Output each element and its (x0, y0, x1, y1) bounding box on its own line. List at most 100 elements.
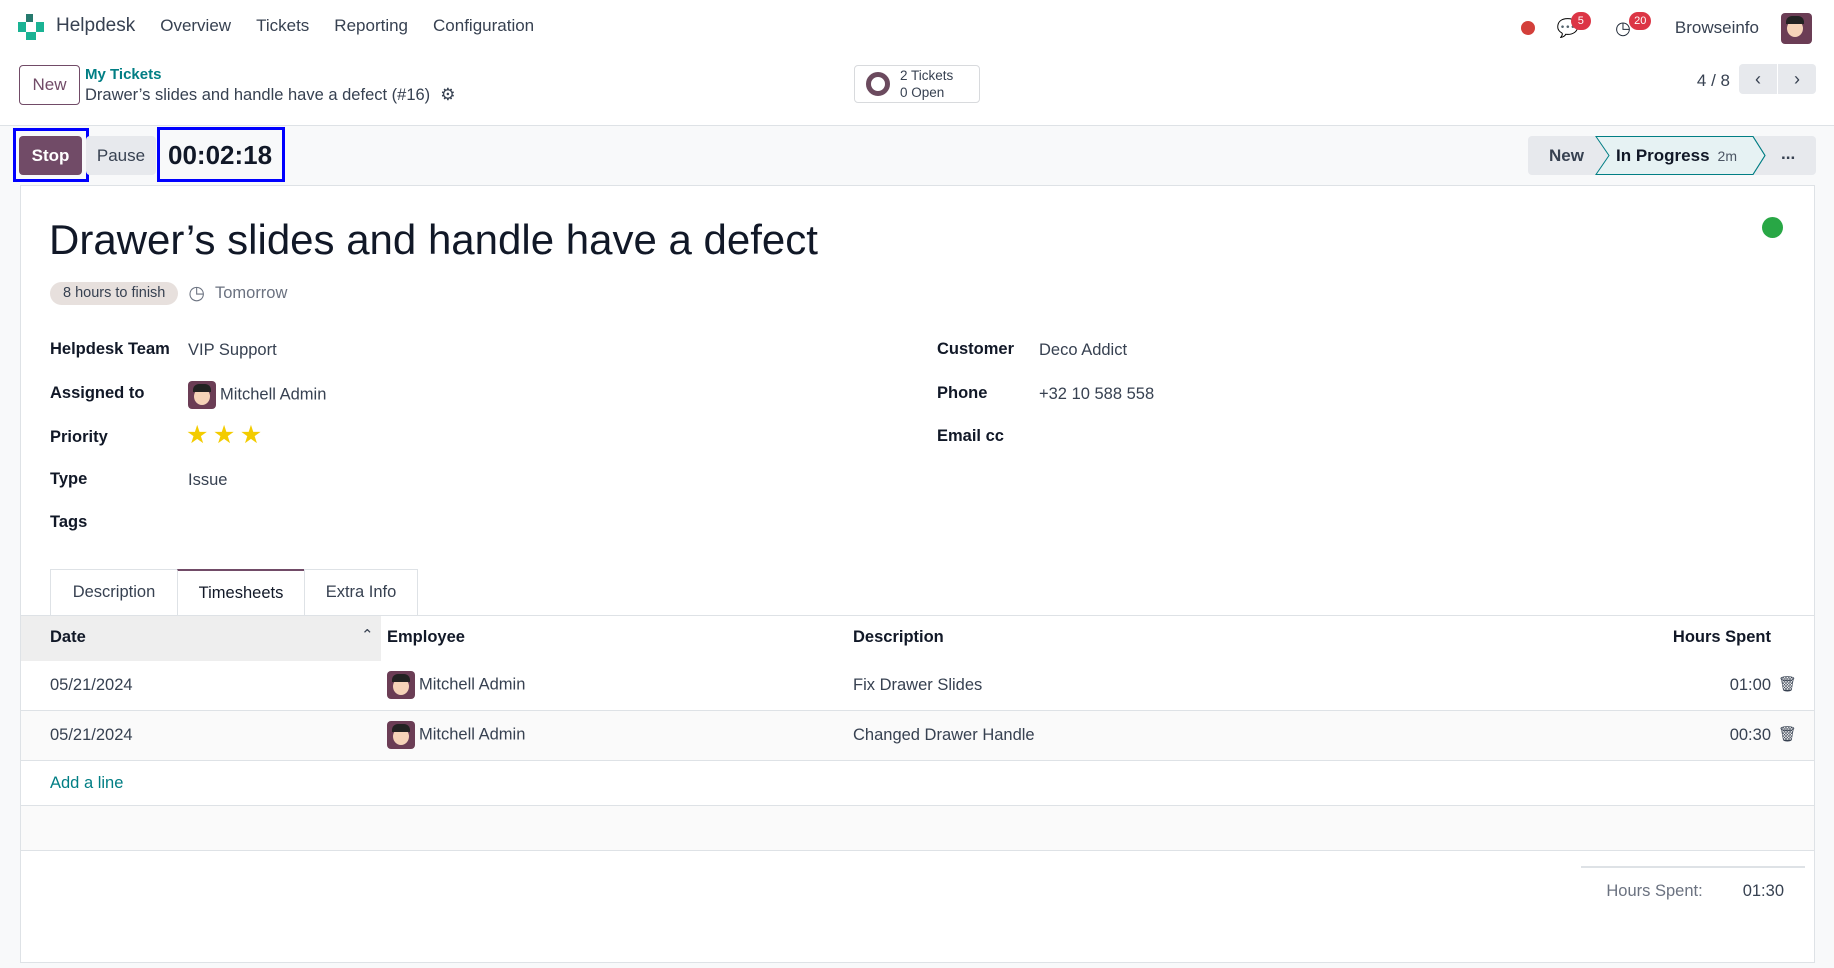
trash-icon[interactable]: 🗑 (1777, 676, 1797, 693)
column-description[interactable]: Description (853, 628, 944, 646)
stage-current[interactable]: In Progress 2m (1616, 146, 1737, 166)
helpdesk-logo-icon[interactable] (18, 14, 44, 40)
star-icon[interactable]: ★ (212, 421, 236, 449)
employee-name: Mitchell Admin (419, 675, 526, 694)
star-icon[interactable]: ★ (239, 421, 263, 449)
highlight-box (157, 127, 285, 182)
stage-new[interactable]: New (1549, 146, 1584, 165)
main-menu: Helpdesk Overview Tickets Reporting Conf… (56, 15, 534, 37)
tab-extra-info[interactable]: Extra Info (304, 569, 418, 615)
label-assigned-to: Assigned to (50, 384, 145, 402)
app-name[interactable]: Helpdesk (56, 15, 136, 36)
avatar (387, 721, 415, 749)
breadcrumb-current: Drawer’s slides and handle have a defect… (85, 85, 431, 104)
total-divider (1581, 866, 1805, 868)
label-helpdesk-team: Helpdesk Team (50, 340, 170, 358)
row-employee[interactable]: Mitchell Admin (387, 671, 525, 699)
stop-timer-button[interactable]: Stop (19, 136, 82, 175)
ticket-title[interactable]: Drawer’s slides and handle have a defect (49, 216, 818, 263)
total-hours: Hours Spent: 01:30 (1606, 882, 1784, 901)
lifebuoy-icon (866, 72, 890, 96)
status-dot-icon[interactable] (1520, 21, 1535, 35)
stage-in-progress[interactable]: In Progress (1616, 146, 1710, 165)
row-hours[interactable]: 01:00 (1729, 676, 1771, 694)
kanban-state-icon[interactable] (1762, 217, 1783, 238)
messages-icon[interactable]: 💬 5 (1557, 11, 1593, 39)
stage-more-button[interactable]: ... (1781, 144, 1796, 163)
column-employee[interactable]: Employee (387, 628, 465, 646)
stage-current-shape (1595, 136, 1766, 175)
row-date[interactable]: 05/21/2024 (50, 676, 133, 694)
ticket-form: Drawer’s slides and handle have a defect… (20, 185, 1815, 963)
status-bar: Stop Pause 00:02:18 New In Progress 2m .… (0, 126, 1834, 184)
priority-widget[interactable]: ★ ★ ★ (186, 420, 262, 450)
stage-duration: 2m (1717, 148, 1737, 164)
total-hours-label: Hours Spent: (1606, 882, 1703, 900)
messages-badge: 5 (1570, 11, 1591, 30)
open-count: 0 Open (900, 85, 945, 100)
label-priority: Priority (50, 428, 108, 446)
phone-field[interactable]: +32 10 588 558 (1039, 385, 1155, 403)
date-header-bg (21, 616, 381, 661)
activity-clock-icon[interactable]: ◷ 20 (1615, 11, 1653, 39)
clock-icon: ◷ (188, 283, 205, 304)
type-field[interactable]: Issue (188, 471, 228, 489)
gear-icon[interactable]: ⚙ (440, 85, 456, 104)
row-hours[interactable]: 00:30 (1729, 726, 1771, 744)
menu-reporting[interactable]: Reporting (334, 16, 409, 35)
total-hours-value: 01:30 (1742, 882, 1784, 900)
breadcrumb-current-row: Drawer’s slides and handle have a defect… (85, 85, 455, 105)
avatar (188, 381, 216, 409)
email-cc-field[interactable] (1039, 422, 1439, 452)
timer-display: 00:02:18 (168, 140, 273, 170)
user-avatar[interactable] (1781, 12, 1812, 44)
row-description[interactable]: Fix Drawer Slides (853, 676, 983, 694)
pager-next-button[interactable]: › (1778, 64, 1816, 94)
pager-value[interactable]: 4 / 8 (1696, 71, 1730, 90)
new-button[interactable]: New (19, 65, 80, 105)
table-header: Date ⌃ Employee Description Hours Spent (21, 616, 1814, 661)
deadline[interactable]: Tomorrow (214, 284, 288, 302)
employee-name: Mitchell Admin (419, 725, 526, 744)
assigned-user-name: Mitchell Admin (220, 385, 327, 404)
sla-badge: 8 hours to finish (50, 282, 179, 305)
pause-timer-button[interactable]: Pause (86, 136, 156, 175)
helpdesk-team-field[interactable]: VIP Support (188, 341, 277, 359)
add-line-row: Add a line (21, 761, 1814, 806)
row-date[interactable]: 05/21/2024 (50, 726, 133, 744)
label-email-cc: Email cc (937, 427, 1004, 445)
column-hours-spent[interactable]: Hours Spent (1672, 628, 1771, 646)
customer-field[interactable]: Deco Addict (1039, 341, 1128, 359)
tags-field[interactable] (188, 508, 588, 538)
column-date[interactable]: Date (50, 628, 86, 646)
tickets-smart-button[interactable]: 2 Tickets 0 Open (854, 65, 980, 103)
star-icon[interactable]: ★ (186, 421, 209, 449)
timesheets-table: Date ⌃ Employee Description Hours Spent … (21, 615, 1814, 900)
pager-previous-button[interactable]: ‹ (1739, 64, 1777, 94)
menu-overview[interactable]: Overview (160, 16, 232, 35)
add-line-link[interactable]: Add a line (50, 774, 124, 792)
assigned-to-field[interactable]: Mitchell Admin (188, 381, 326, 409)
top-navbar: Helpdesk Overview Tickets Reporting Conf… (0, 0, 1834, 56)
tab-timesheets[interactable]: Timesheets (177, 569, 305, 616)
tickets-count: 2 Tickets (900, 68, 954, 83)
stage-statusbar: New In Progress 2m ... (1528, 136, 1816, 175)
sort-ascending-icon[interactable]: ⌃ (361, 627, 374, 644)
row-employee[interactable]: Mitchell Admin (387, 721, 525, 749)
menu-configuration[interactable]: Configuration (433, 16, 535, 35)
label-phone: Phone (937, 384, 988, 402)
label-tags: Tags (50, 513, 88, 531)
breadcrumb-my-tickets[interactable]: My Tickets (85, 66, 162, 83)
tab-description[interactable]: Description (50, 569, 178, 615)
avatar (387, 671, 415, 699)
row-description[interactable]: Changed Drawer Handle (853, 726, 1035, 744)
trash-icon[interactable]: 🗑 (1777, 726, 1797, 743)
table-footer (21, 806, 1814, 851)
activities-badge: 20 (1629, 11, 1652, 30)
table-row[interactable]: 05/21/2024 Mitchell Admin Changed Drawer… (21, 711, 1814, 761)
label-type: Type (50, 470, 88, 488)
table-row[interactable]: 05/21/2024 Mitchell Admin Fix Drawer Sli… (21, 661, 1814, 711)
control-panel: New My Tickets Drawer’s slides and handl… (0, 56, 1834, 126)
menu-tickets[interactable]: Tickets (256, 16, 310, 35)
company-switcher[interactable]: Browseinfo (1674, 18, 1759, 37)
